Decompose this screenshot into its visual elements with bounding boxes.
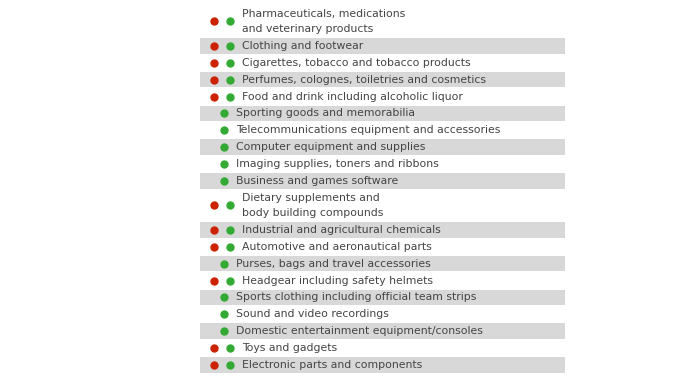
Bar <box>200 256 565 271</box>
Text: Food and drink including alcoholic liquor: Food and drink including alcoholic liquo… <box>242 92 463 101</box>
Text: and veterinary products: and veterinary products <box>242 24 373 34</box>
Text: Clothing and footwear: Clothing and footwear <box>242 41 363 51</box>
Text: Domestic entertainment equipment/consoles: Domestic entertainment equipment/console… <box>236 326 483 336</box>
Text: Toys and gadgets: Toys and gadgets <box>242 343 337 353</box>
Bar <box>200 106 565 121</box>
Text: Cigarettes, tobacco and tobacco products: Cigarettes, tobacco and tobacco products <box>242 58 471 68</box>
Text: Headgear including safety helmets: Headgear including safety helmets <box>242 276 433 285</box>
Text: Sound and video recordings: Sound and video recordings <box>236 309 389 319</box>
Text: Electronic parts and components: Electronic parts and components <box>242 360 422 370</box>
Bar <box>200 38 565 54</box>
Bar <box>200 323 565 339</box>
Text: Imaging supplies, toners and ribbons: Imaging supplies, toners and ribbons <box>236 159 439 169</box>
Bar <box>200 139 565 155</box>
Bar <box>200 222 565 238</box>
Bar <box>200 173 565 188</box>
Text: Purses, bags and travel accessories: Purses, bags and travel accessories <box>236 259 430 269</box>
Text: Dietary supplements and: Dietary supplements and <box>242 193 379 203</box>
Bar <box>200 357 565 372</box>
Bar <box>200 290 565 305</box>
Text: Sporting goods and memorabilia: Sporting goods and memorabilia <box>236 108 415 118</box>
Text: Telecommunications equipment and accessories: Telecommunications equipment and accesso… <box>236 125 500 135</box>
Text: Automotive and aeronautical parts: Automotive and aeronautical parts <box>242 242 432 252</box>
Bar <box>200 72 565 87</box>
Text: Business and games software: Business and games software <box>236 176 398 186</box>
Text: Industrial and agricultural chemicals: Industrial and agricultural chemicals <box>242 225 441 235</box>
Text: Pharmaceuticals, medications: Pharmaceuticals, medications <box>242 9 405 19</box>
Text: body building compounds: body building compounds <box>242 208 384 218</box>
Text: Sports clothing including official team strips: Sports clothing including official team … <box>236 292 477 302</box>
Text: Perfumes, colognes, toiletries and cosmetics: Perfumes, colognes, toiletries and cosme… <box>242 74 486 85</box>
Text: Computer equipment and supplies: Computer equipment and supplies <box>236 142 426 152</box>
